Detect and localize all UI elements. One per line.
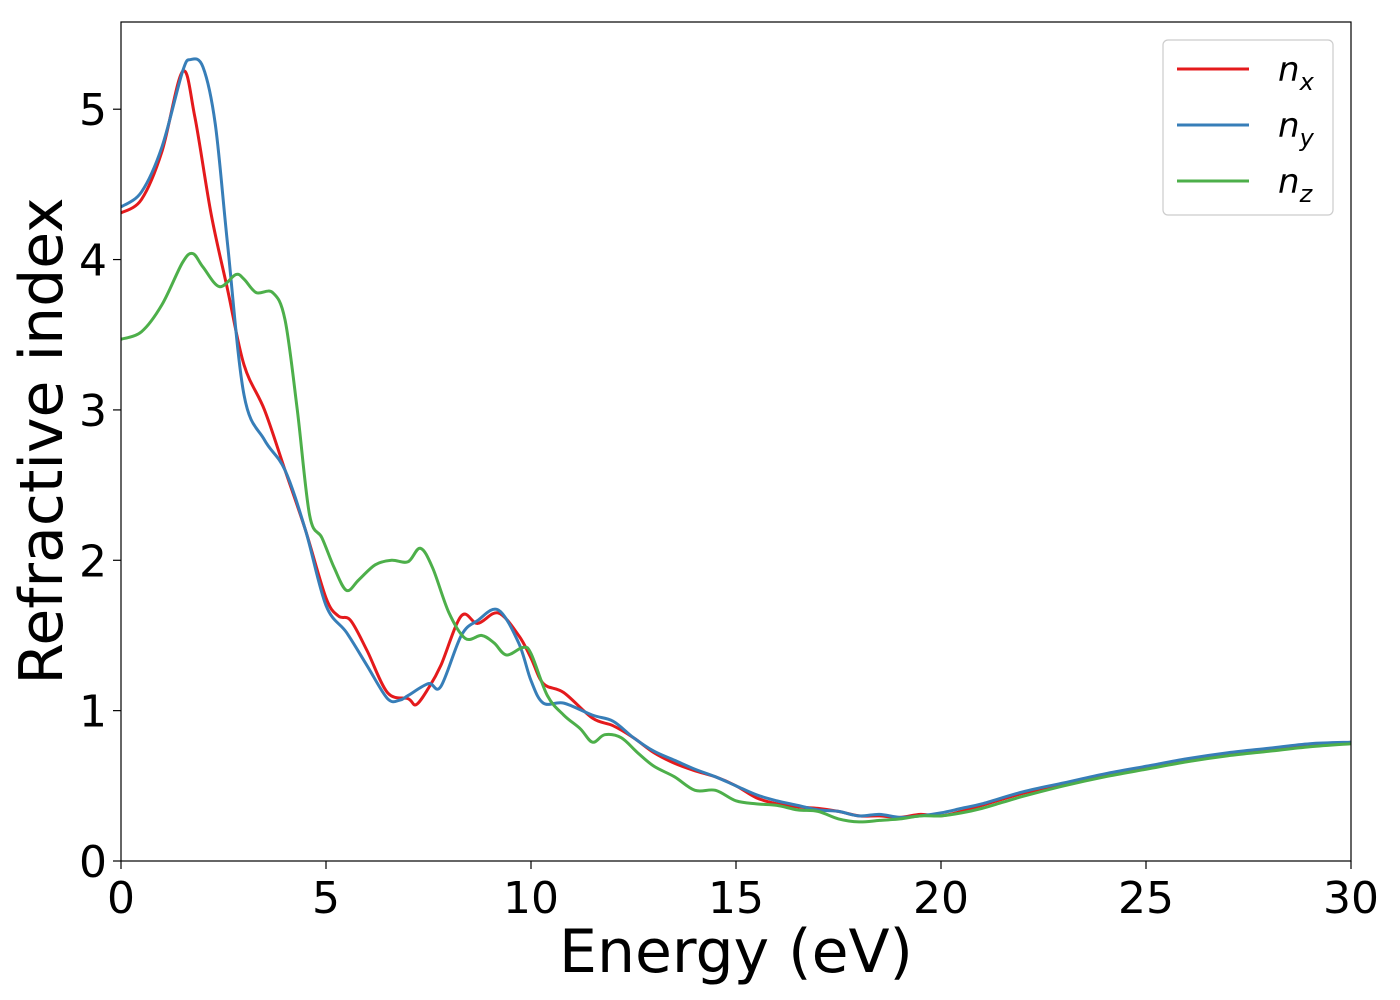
x-axis-label: Energy (eV) xyxy=(559,917,913,987)
legend-label-y: ny xyxy=(1278,106,1315,152)
y-tick-label: 1 xyxy=(79,687,107,738)
series-line-y xyxy=(121,57,1351,819)
x-tick-label: 30 xyxy=(1323,873,1379,924)
x-tick-label: 25 xyxy=(1118,873,1174,924)
y-tick-label: 0 xyxy=(79,837,107,888)
y-tick-label: 3 xyxy=(79,386,107,437)
y-tick-label: 4 xyxy=(79,236,107,287)
x-tick-label: 15 xyxy=(708,873,764,924)
legend: nx ny nz xyxy=(1162,39,1334,216)
x-tick-label: 10 xyxy=(503,873,559,924)
series-line-z xyxy=(121,251,1351,824)
legend-label-x: nx xyxy=(1278,50,1315,96)
x-tick-label: 20 xyxy=(913,873,969,924)
legend-box xyxy=(1162,39,1334,216)
y-tick-label: 5 xyxy=(79,85,107,136)
x-tick-label: 5 xyxy=(312,873,340,924)
legend-label-z: nz xyxy=(1278,162,1314,208)
y-axis-label: Refractive index xyxy=(7,197,77,684)
x-tick-label: 0 xyxy=(107,873,135,924)
y-tick-label: 2 xyxy=(79,536,107,587)
series-line-x xyxy=(121,69,1351,819)
